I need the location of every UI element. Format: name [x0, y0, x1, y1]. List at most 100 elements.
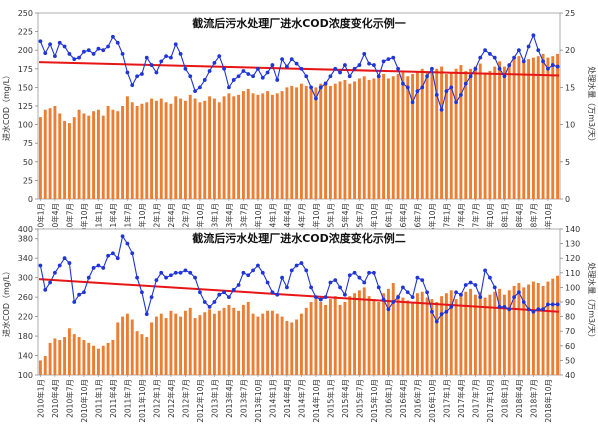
water-volume-bar [444, 74, 448, 199]
cod-point [362, 52, 367, 56]
cod-point [386, 57, 391, 62]
water-volume-bar [106, 342, 110, 375]
water-volume-bar [92, 111, 96, 199]
water-volume-bar [174, 313, 178, 375]
cod-point [367, 270, 371, 275]
water-volume-bar [125, 313, 129, 375]
x-tick-label: 2012年1月 [151, 203, 161, 242]
cod-point [82, 290, 86, 295]
water-volume-bar [179, 98, 183, 199]
x-tick-label: 2017年10月 [485, 203, 495, 247]
x-tick-label: 2013年7月 [238, 379, 248, 418]
water-volume-bar [531, 57, 535, 199]
cod-point [48, 280, 52, 285]
x-tick-label: 2017年7月 [470, 379, 480, 418]
cod-point [410, 100, 415, 105]
water-volume-bar [382, 74, 386, 199]
cod-point [343, 63, 347, 67]
cod-point [96, 263, 101, 268]
cod-point [173, 270, 178, 275]
cod-point [328, 74, 333, 79]
x-tick-label: 2017年1月 [441, 379, 451, 418]
y-left-tick-label: 140 [18, 352, 33, 361]
plot-area [37, 228, 561, 376]
cod-point [376, 285, 381, 290]
water-volume-bar [299, 313, 303, 375]
cod-point [202, 300, 207, 304]
cod-point [198, 290, 202, 295]
x-tick-label: 2015年7月 [354, 203, 364, 242]
cod-point [222, 66, 226, 71]
water-volume-bar [396, 74, 400, 199]
cod-point [420, 85, 425, 90]
water-volume-bar [498, 288, 502, 375]
water-volume-bar [270, 94, 274, 199]
y-right-tick-label: 90 [565, 298, 575, 307]
chart-title: 截流后污水处理厂进水COD浓度变化示例一 [192, 16, 406, 30]
water-volume-bar [502, 294, 506, 375]
water-volume-bar [217, 102, 221, 199]
y-right-tick-label: 20 [565, 46, 575, 55]
water-volume-bar [406, 300, 410, 375]
cod-point [333, 66, 338, 71]
y-left-tick-label: 125 [18, 102, 33, 111]
water-volume-bar [164, 102, 168, 199]
y-left-tick-label: 300 [18, 274, 33, 283]
cod-point [430, 66, 434, 71]
water-volume-bar [193, 98, 197, 199]
water-volume-bar [522, 61, 526, 199]
cod-point [502, 304, 507, 309]
y-left-tick-label: 100 [18, 121, 33, 130]
water-volume-bar [517, 283, 521, 375]
cod-point [231, 287, 236, 292]
y-left-tick-label: 180 [18, 332, 33, 341]
cod-point [289, 57, 294, 62]
cod-point [120, 52, 125, 56]
water-volume-bar [154, 316, 158, 375]
cod-point [541, 59, 545, 64]
y-right-tick-label: 110 [565, 269, 580, 278]
water-volume-bar [546, 57, 550, 199]
water-volume-bar [546, 281, 550, 375]
water-volume-bar [227, 93, 231, 199]
x-tick-label: 2012年7月 [180, 379, 190, 418]
cod-point [309, 85, 313, 90]
y-right-axis-label: 处理水量（万m3/天） [587, 262, 597, 342]
cod-point [265, 280, 270, 285]
water-volume-bar [502, 66, 506, 200]
water-volume-bar [454, 299, 458, 375]
cod-point [473, 66, 478, 71]
cod-point [154, 278, 159, 282]
water-volume-bar [92, 345, 96, 375]
x-tick-label: 2016年1月 [383, 203, 393, 242]
water-volume-bar [338, 81, 342, 199]
cod-point [338, 285, 342, 290]
cod-point [289, 268, 294, 273]
water-volume-bar [116, 322, 120, 375]
cod-point [125, 241, 130, 246]
cod-point [507, 63, 512, 67]
water-volume-bar [493, 66, 497, 200]
x-tick-label: 2015年1月 [325, 203, 335, 242]
cod-point [53, 54, 57, 59]
water-volume-bar [348, 296, 352, 375]
water-volume-bar [285, 320, 289, 375]
x-tick-label: 2012年1月 [151, 379, 161, 418]
cod-point [212, 300, 217, 304]
cod-point [526, 307, 531, 312]
water-volume-bar [382, 293, 386, 375]
water-volume-bar [261, 313, 265, 375]
y-left-tick-label: 0 [28, 195, 33, 204]
cod-point [62, 44, 67, 49]
cod-point [323, 295, 328, 300]
cod-point [352, 66, 357, 71]
y-right-tick-label: 0 [565, 195, 570, 204]
cod-point [256, 263, 260, 268]
cod-point [241, 270, 246, 275]
water-volume-bar [415, 293, 419, 375]
cod-point [169, 55, 173, 60]
water-volume-bar [469, 288, 473, 375]
water-volume-bar [401, 72, 405, 199]
water-volume-bar [459, 294, 463, 375]
water-volume-bar [290, 85, 294, 199]
